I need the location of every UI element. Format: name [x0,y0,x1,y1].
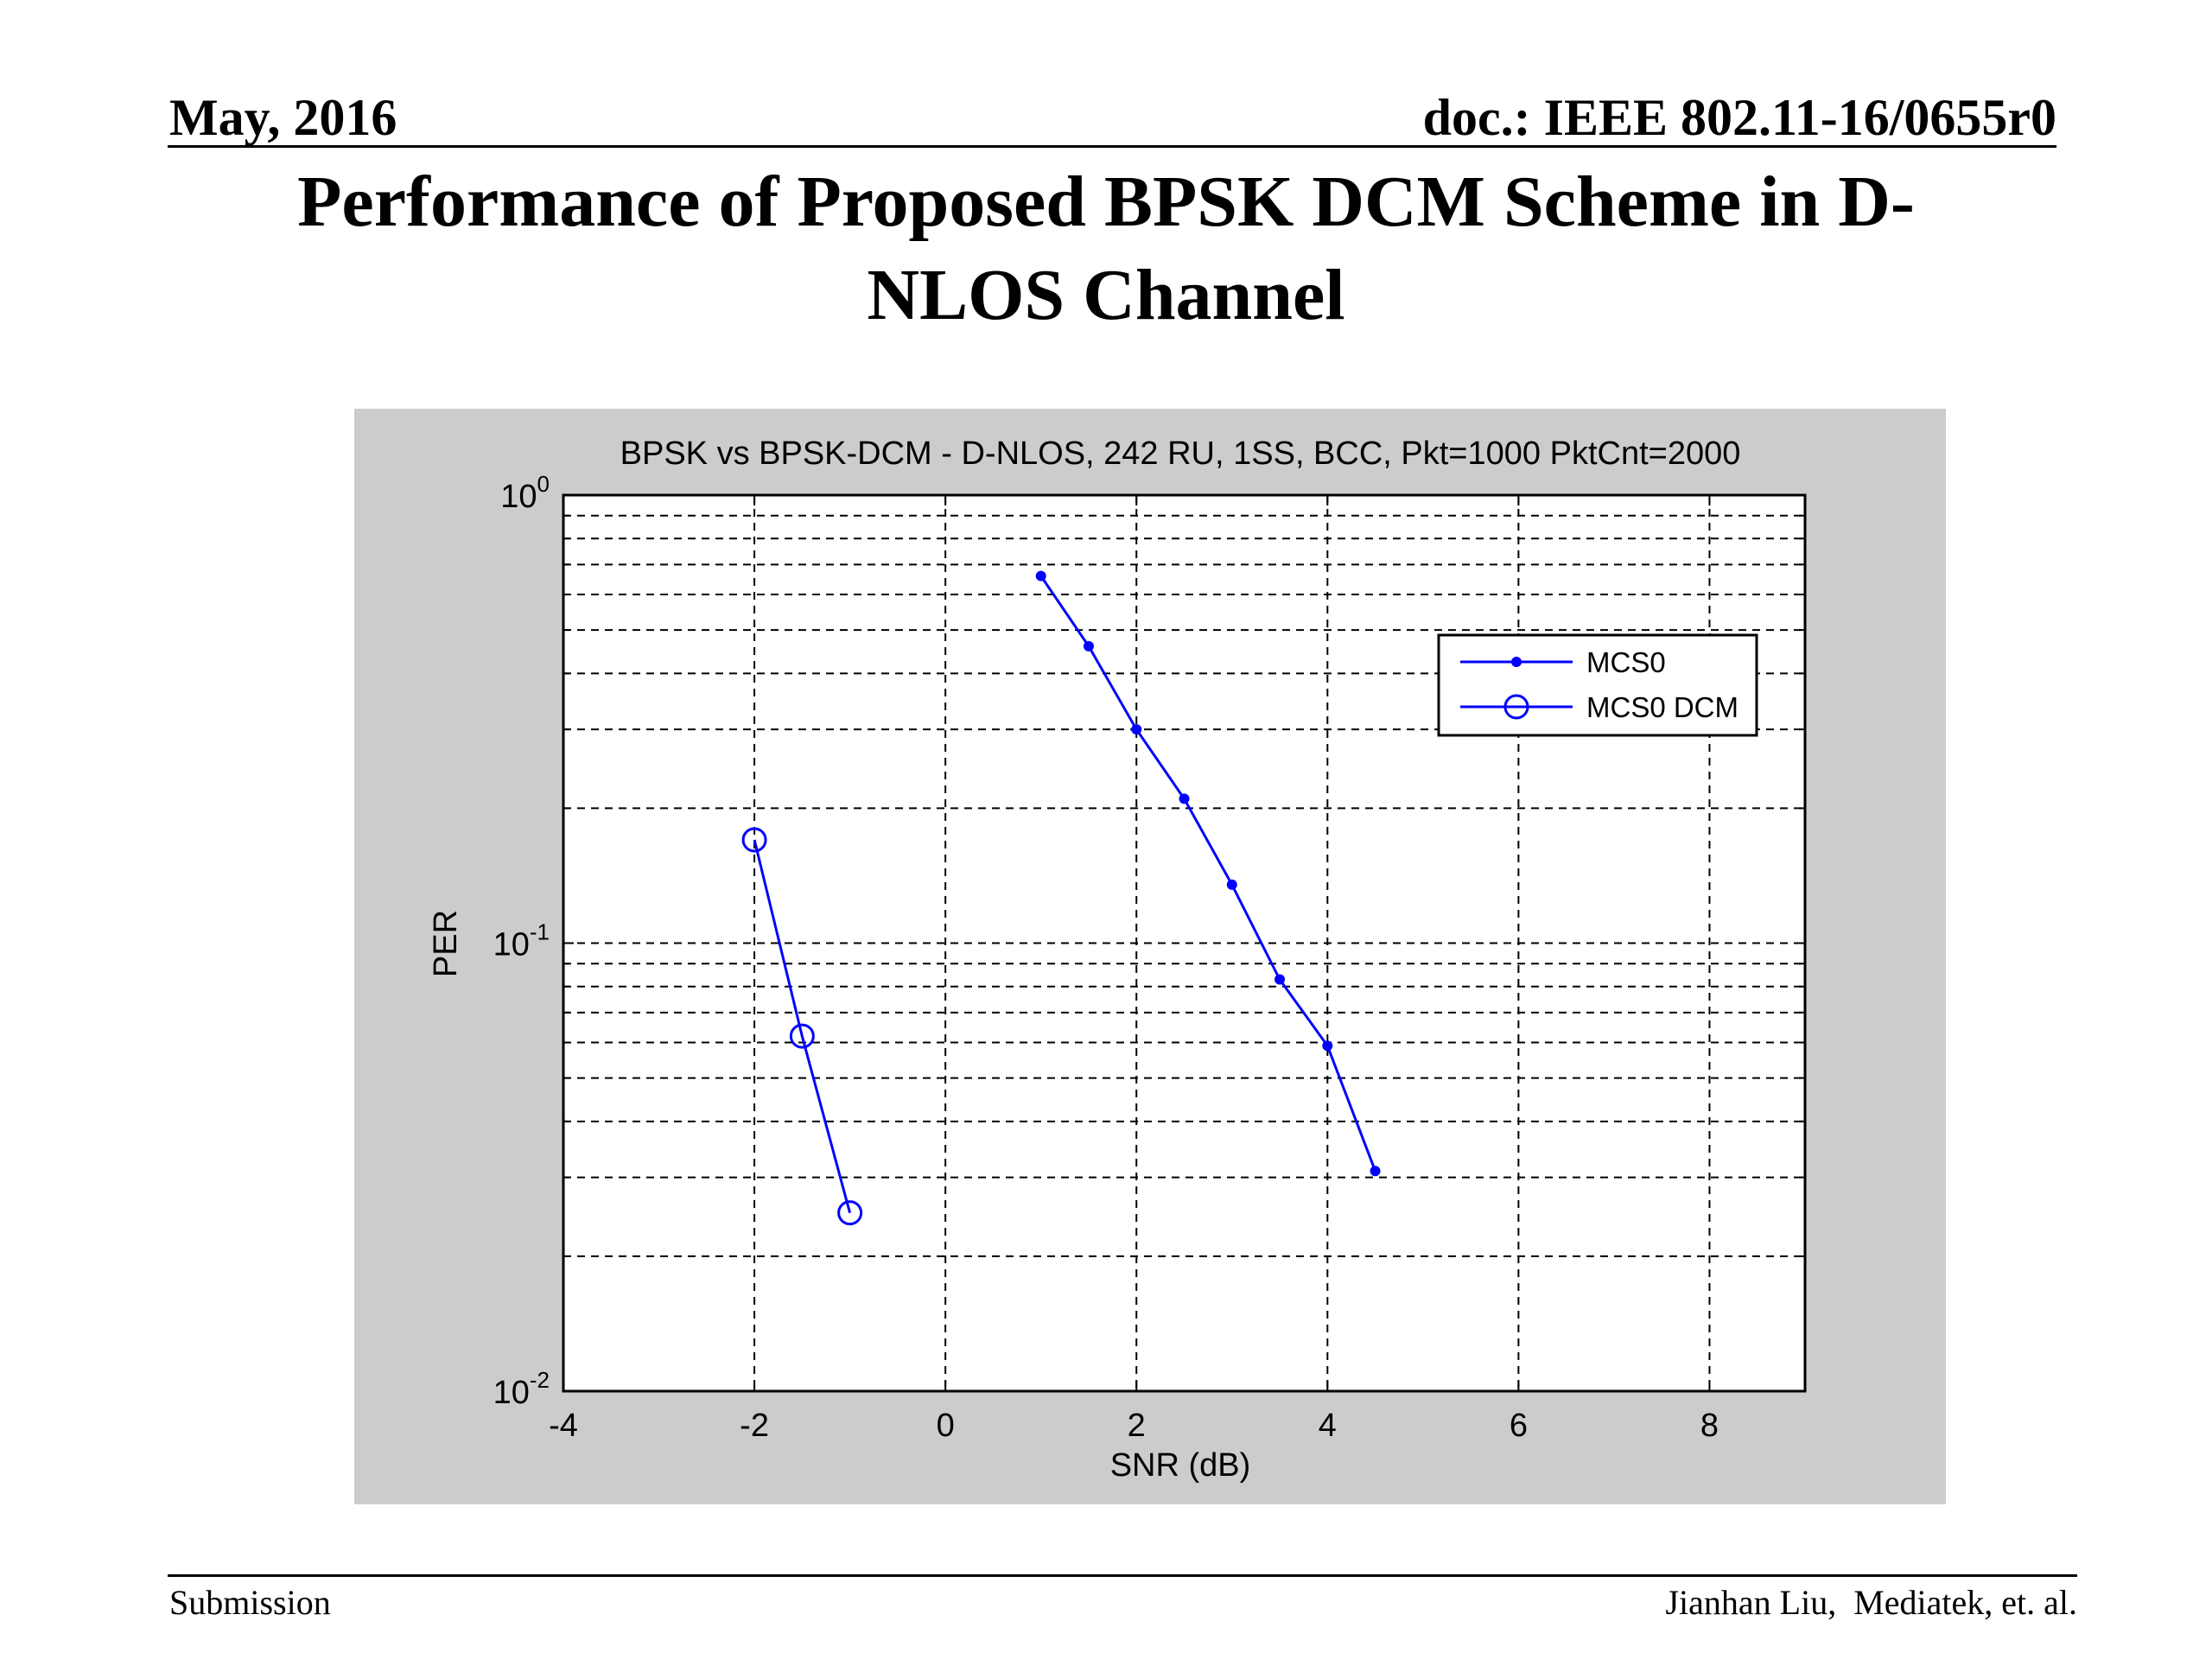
footer-author: Jianhan Liu, Mediatek, et. al. [1665,1583,2077,1622]
grid [563,495,1805,1391]
data-point-mcs0-dcm [837,1200,863,1226]
data-point-mcs0 [1035,570,1046,582]
legend-mcs0-dcm-marker [1503,694,1529,720]
y-tick-label: 100 [500,471,550,515]
header-date: May, 2016 [169,89,397,146]
data-point-mcs0-dcm [789,1023,815,1049]
legend: MCS0 MCS0 DCM [1437,633,1758,737]
chart-title: BPSK vs BPSK-DCM - D-NLOS, 242 RU, 1SS, … [620,435,1741,472]
legend-mcs0-marker [1511,657,1522,667]
series-line-mcs0 [1039,575,1377,1172]
legend-mcs0-label: MCS0 [1586,646,1666,678]
data-point-mcs0 [1083,640,1094,652]
x-tick-label: 8 [1700,1408,1719,1444]
data-point-mcs0 [1274,974,1286,985]
x-tick-label: -2 [740,1408,769,1444]
series-line-mcs0-dcm [753,839,852,1214]
data-point-mcs0 [1322,1040,1333,1052]
x-tick-label: -4 [549,1408,578,1444]
ticks: -4 -2 0 2 4 6 8 100 10-1 10-2 [493,471,1805,1444]
x-tick-label: 0 [937,1408,955,1444]
x-tick-label: 2 [1128,1408,1146,1444]
x-axis-label: SNR (dB) [1110,1447,1251,1484]
data-point-mcs0 [1226,879,1237,890]
footer-rule [168,1574,2077,1577]
slide-title-line-1: Performance of Proposed BPSK DCM Scheme … [297,162,1915,242]
footer-submission: Submission [169,1583,331,1622]
slide-title: Performance of Proposed BPSK DCM Scheme … [199,156,2013,342]
y-tick-label: 10-1 [493,919,550,963]
x-tick-label: 6 [1510,1408,1528,1444]
data-point-mcs0 [1370,1166,1381,1177]
header-rule [168,145,2056,148]
legend-box [1437,633,1758,737]
data-point-mcs0 [1131,724,1142,735]
data-point-mcs0-dcm [741,827,767,853]
slide-title-line-2: NLOS Channel [867,255,1345,335]
series [741,570,1381,1226]
x-tick-label: 4 [1319,1408,1337,1444]
header-doc-id: doc.: IEEE 802.11-16/0655r0 [1422,89,2056,146]
data-point-mcs0 [1179,793,1190,804]
legend-mcs0-dcm-label: MCS0 DCM [1586,691,1738,723]
y-axis-label: PER [428,910,464,977]
y-tick-label: 10-2 [493,1367,550,1411]
